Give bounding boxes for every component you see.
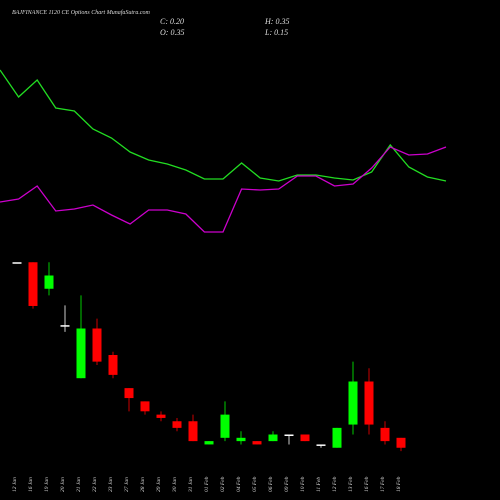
low-label: L: 0.15	[264, 28, 288, 37]
x-tick-label: 10 Feb	[300, 476, 306, 492]
close-label: C: 0.20	[160, 17, 184, 26]
x-tick-label: 11 Feb	[316, 477, 322, 492]
x-tick-label: 18 Feb	[396, 476, 402, 492]
candle-body	[140, 401, 150, 412]
x-tick-label: 01 Feb	[204, 476, 210, 492]
candle-body	[236, 437, 246, 442]
x-tick-label: 09 Feb	[284, 476, 290, 492]
candle-body	[28, 262, 38, 306]
candle-body	[156, 414, 166, 418]
candle-body	[92, 328, 102, 362]
indicator-line	[0, 69, 447, 182]
candle-body	[252, 441, 262, 445]
x-tick-label: 12 Feb	[332, 476, 338, 492]
x-tick-label: 19 Jan	[44, 477, 50, 492]
candle-body	[60, 325, 70, 327]
candle-body	[268, 434, 278, 442]
indicator-line	[0, 146, 447, 233]
candle-body	[348, 381, 358, 425]
x-tick-label: 16 Jan	[28, 477, 34, 492]
x-tick-label: 29 Jan	[156, 477, 162, 492]
x-tick-label: 28 Jan	[140, 477, 146, 492]
candle-body	[316, 444, 326, 446]
x-tick-label: 02 Feb	[220, 476, 226, 492]
candle-body	[188, 421, 198, 442]
candle-body	[108, 355, 118, 375]
x-tick-label: 23 Jan	[108, 477, 114, 492]
x-tick-label: 27 Jan	[124, 477, 130, 492]
candle-body	[380, 427, 390, 442]
x-tick-label: 30 Jan	[172, 477, 178, 493]
candle-body	[300, 434, 310, 442]
x-tick-label: 22 Jan	[92, 477, 98, 492]
candle-body	[12, 262, 22, 264]
candle-body	[220, 414, 230, 438]
candle-body	[124, 388, 134, 399]
open-label: O: 0.35	[160, 28, 184, 37]
high-label: H: 0.35	[264, 17, 289, 26]
x-tick-label: 20 Jan	[60, 477, 66, 492]
x-tick-label: 13 Feb	[348, 476, 354, 492]
x-tick-label: 04 Feb	[235, 476, 242, 492]
x-tick-label: 16 Feb	[364, 476, 370, 492]
candle-body	[332, 427, 342, 448]
candle-body	[364, 381, 374, 425]
candle-body	[44, 275, 54, 289]
candle-body	[284, 434, 294, 436]
x-tick-label: 17 Feb	[380, 476, 386, 492]
candle-body	[76, 328, 86, 379]
x-tick-label: 06 Feb	[268, 476, 274, 492]
x-tick-label: 21 Jan	[76, 477, 82, 492]
chart-title: BAJFINANCE 1120 CE Options Chart MunafaS…	[12, 9, 151, 16]
candle-body	[172, 421, 182, 428]
x-tick-label: 05 Feb	[252, 476, 258, 492]
x-tick-label: 31 Jan	[188, 477, 194, 493]
x-tick-label: 12 Jan	[12, 477, 18, 492]
candle-body	[204, 441, 214, 445]
candle-body	[396, 437, 406, 448]
